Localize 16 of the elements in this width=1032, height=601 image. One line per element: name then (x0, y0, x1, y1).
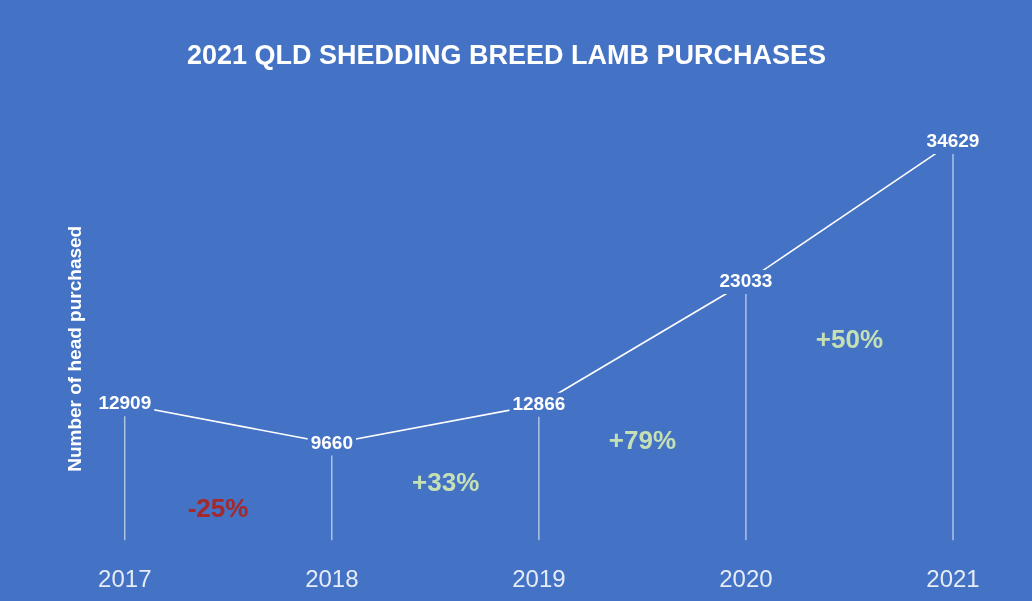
data-label: 34629 (926, 130, 980, 152)
chart-title: 2021 QLD SHEDDING BREED LAMB PURCHASES (186, 39, 827, 70)
x-tick-label: 2018 (305, 565, 359, 593)
annotation: +50% (815, 323, 884, 354)
text: -25% (187, 492, 249, 523)
data-label: 9660 (310, 431, 353, 453)
x-tick-label: 2019 (512, 565, 566, 593)
y-axis-title: Number of head purchased (63, 225, 85, 472)
x-tick-label: 2020 (719, 565, 773, 593)
x-tick-label: 2017 (98, 565, 152, 593)
annotation: +79% (608, 424, 677, 455)
data-label: 23033 (719, 270, 773, 292)
data-label: 12866 (512, 393, 566, 415)
x-tick-label: 2021 (926, 565, 980, 593)
data-label: 12909 (98, 392, 152, 414)
text: +33% (412, 467, 480, 498)
